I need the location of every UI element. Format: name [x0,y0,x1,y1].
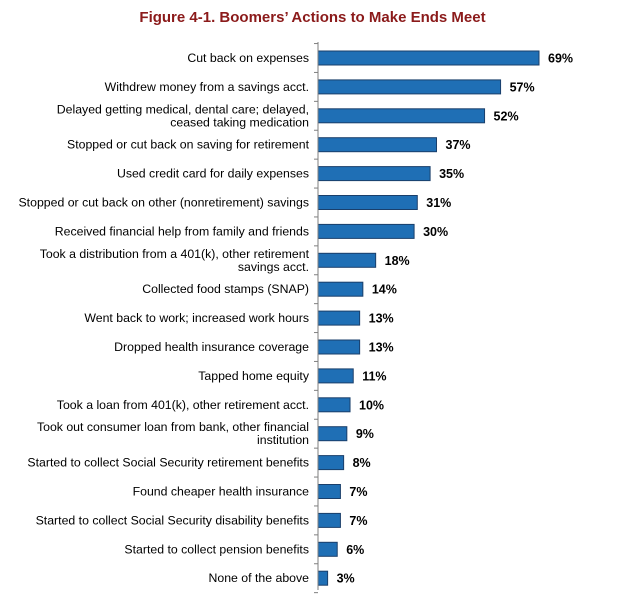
bar [317,512,341,528]
value-label: 52% [494,109,519,123]
category-label: Cut back on expenses [187,51,309,65]
category-label: Found cheaper health insurance [133,485,310,499]
value-label: 31% [426,196,451,210]
value-label: 11% [362,369,386,383]
bar [317,484,341,499]
category-label: Collected food stamps (SNAP) [142,282,309,296]
category-label: Started to collect Social Security retir… [27,456,309,470]
bar [317,570,329,586]
value-label: 14% [372,283,397,297]
bar [317,50,540,66]
bar [317,397,351,413]
value-label: 13% [369,312,394,326]
bar [317,368,354,384]
value-label: 7% [349,485,367,499]
category-label: Took out consumer loan from bank, other … [37,420,309,447]
bar [317,310,361,326]
category-label: Delayed getting medical, dental care; de… [57,102,309,129]
category-label: Dropped health insurance coverage [114,340,309,354]
bar [317,166,431,182]
category-label: Went back to work; increased work hours [84,311,309,325]
value-label: 69% [548,52,573,66]
chart-title: Figure 4-1. Boomers’ Actions to Make End… [139,9,486,26]
value-label: 35% [439,167,464,181]
value-label: 7% [349,514,367,528]
value-label: 8% [353,456,371,470]
bar [317,223,415,239]
bar [317,339,361,355]
value-label: 3% [337,572,355,586]
value-label: 6% [346,543,364,557]
bar [317,281,364,297]
bar [317,79,502,95]
category-label: Used credit card for daily expenses [117,167,309,181]
category-label: Started to collect pension benefits [124,542,309,556]
value-label: 37% [446,138,471,152]
value-label: 30% [423,225,448,239]
value-label: 13% [369,341,394,355]
bar [317,108,486,124]
category-label: Took a loan from 401(k), other retiremen… [57,398,309,412]
category-label: Started to collect Social Security disab… [36,513,309,527]
bar [317,137,438,153]
category-label: Withdrew money from a savings acct. [105,80,309,94]
value-label: 18% [385,254,410,268]
bar [317,541,338,557]
category-label: Stopped or cut back on other (nonretirem… [18,196,309,210]
value-label: 10% [359,398,384,412]
bar [317,252,377,268]
value-label: 9% [356,427,374,441]
bar [317,455,345,471]
category-label: None of the above [208,571,309,585]
category-label: Tapped home equity [198,369,310,383]
category-label: Received financial help from family and … [55,224,309,238]
category-label: Took a distribution from a 401(k), other… [40,247,310,274]
bar [317,195,418,210]
value-label: 57% [510,80,535,94]
bar [317,426,348,442]
category-label: Stopped or cut back on saving for retire… [67,138,310,152]
